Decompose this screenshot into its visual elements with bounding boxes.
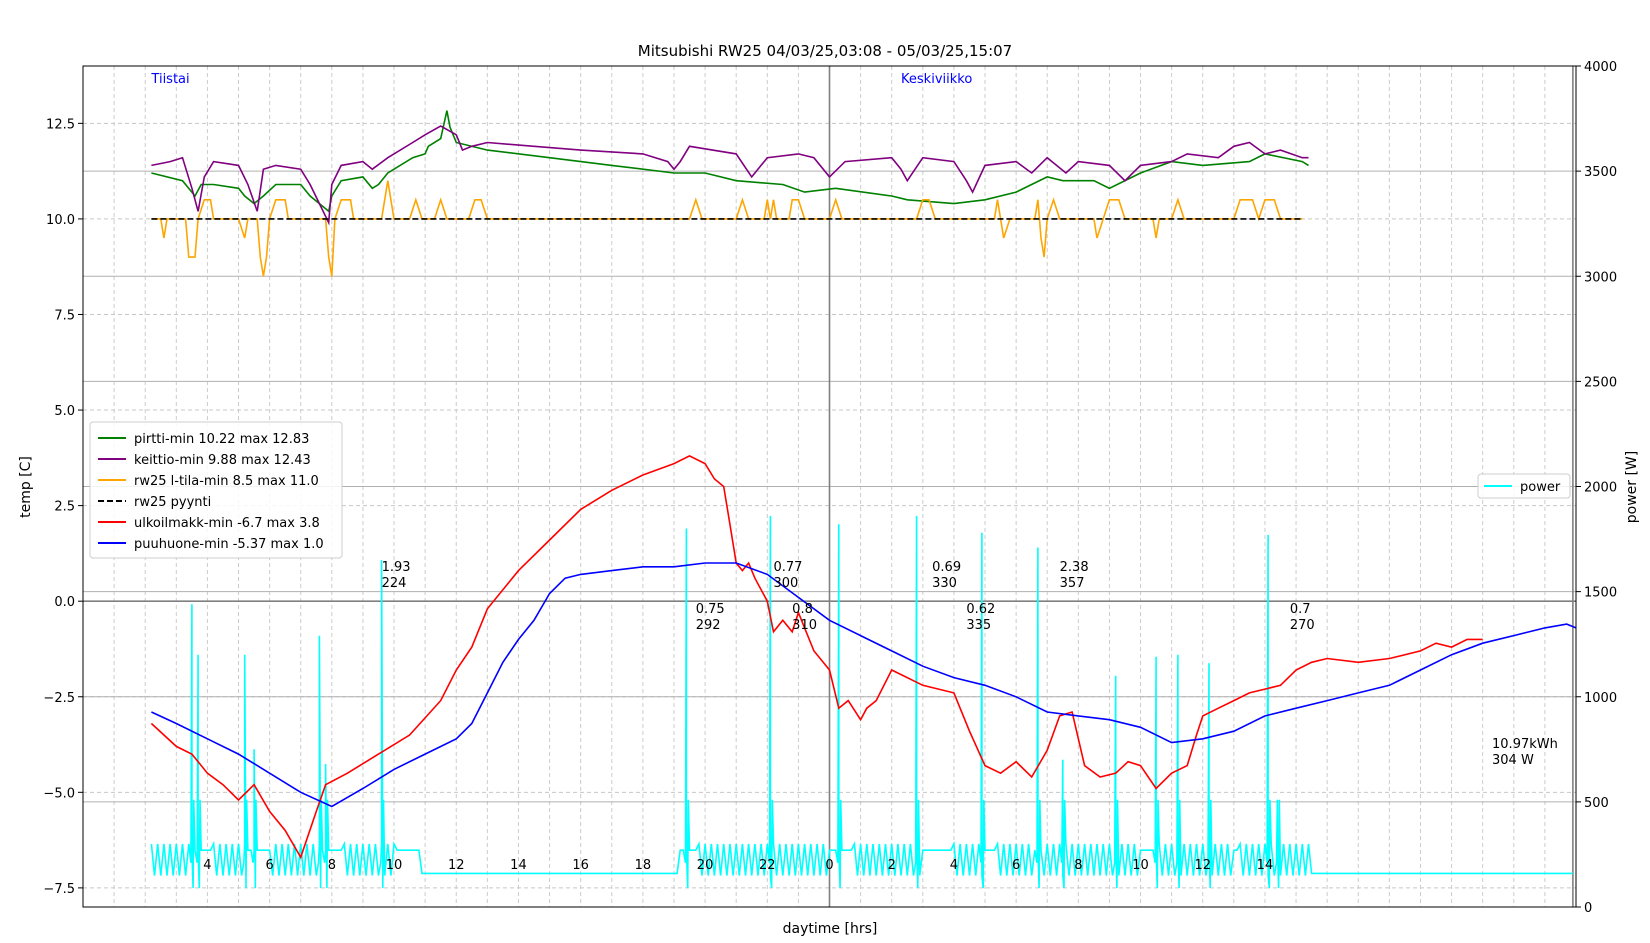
hour-tick-label: 10 [386,858,403,873]
y-tick-label-left: 7.5 [54,308,75,323]
y-tick-label-left: −2.5 [43,691,75,706]
legend-label: ulkoilmakk-min -6.7 max 3.8 [134,516,320,531]
hour-tick-label: 4 [203,858,211,873]
chart-title: Mitsubishi RW25 04/03/25,03:08 - 05/03/2… [638,42,1012,60]
peak-power-label: 224 [382,576,407,591]
legend-label: rw25 l-tila-min 8.5 max 11.0 [134,474,319,489]
y-tick-label-right: 1500 [1584,586,1617,601]
peak-energy-label: 0.77 [774,560,803,575]
hour-tick-label: 22 [759,858,776,873]
y-tick-label-right: 3000 [1584,270,1617,285]
peak-power-label: 310 [792,618,817,633]
legend-box-power [1477,473,1571,499]
hour-tick-label: 2 [888,858,896,873]
hour-tick-label: 12 [1194,858,1211,873]
peak-energy-label: 1.93 [382,560,411,575]
y-tick-label-left: 5.0 [54,404,75,419]
x-axis-label: daytime [hrs] [783,921,878,937]
hour-tick-label: 14 [510,858,527,873]
y-tick-label-right: 3500 [1584,165,1617,180]
day-label: Keskiviikko [901,72,972,87]
series-line-temp [151,180,1303,277]
hour-tick-label: 8 [1074,858,1082,873]
peak-power-label: 292 [696,618,721,633]
hour-tick-label: 16 [572,858,589,873]
hour-tick-label: 18 [635,858,652,873]
legend-label: puuhuone-min -5.37 max 1.0 [134,537,324,552]
peak-energy-label: 0.75 [696,602,725,617]
peak-energy-label: 0.69 [932,560,961,575]
legend-label: keittio-min 9.88 max 12.43 [134,453,311,468]
summary-energy-label: 10.97kWh [1492,737,1558,752]
day-label: Tiistai [150,72,189,87]
hour-tick-label: 0 [825,858,833,873]
hour-tick-label: 6 [1012,858,1020,873]
y-tick-label-right: 1000 [1584,691,1617,706]
series-line-temp [150,455,1483,860]
legend-label-power: power [1520,480,1561,495]
hour-tick-label: 8 [328,858,336,873]
y-tick-label-right: 500 [1584,796,1609,811]
y-tick-label-right: 2000 [1584,481,1617,496]
peak-energy-label: 0.8 [792,602,813,617]
legend-label: rw25 pyynti [134,495,211,510]
series-line-temp [151,110,1309,213]
peak-power-label: 357 [1060,576,1085,591]
series-line-temp [151,562,1576,808]
legend-label: pirtti-min 10.22 max 12.83 [134,432,309,447]
y-tick-label-left: 12.5 [46,117,75,132]
y-tick-label-right: 0 [1584,901,1592,916]
series-line-temp [151,125,1309,226]
series-group [150,110,1576,889]
peak-power-label: 270 [1290,618,1315,633]
peak-power-label: 300 [774,576,799,591]
plot-area: Tiistai Keskiviikko 4 6 8 10 12 14 16 18 20 22 0 2 4 6 8… [43,60,1617,916]
hour-tick-label: 20 [697,858,714,873]
peak-energy-label: 0.62 [966,602,995,617]
summary-power-label: 304 W [1492,753,1534,768]
peak-power-label: 330 [932,576,957,591]
peak-energy-label: 0.7 [1290,602,1311,617]
hour-tick-label: 12 [448,858,465,873]
series-line-power [150,515,1573,889]
legend-box [89,421,343,559]
y-tick-label-left: −5.0 [43,786,75,801]
peak-energy-label: 2.38 [1060,560,1089,575]
y-axis-label-right: power [W] [1624,451,1640,524]
y-tick-label-left: 2.5 [54,500,75,515]
hour-tick-label: 10 [1132,858,1149,873]
hour-tick-label: 4 [950,858,958,873]
hour-tick-label: 6 [265,858,273,873]
y-tick-label-left: −7.5 [43,882,75,897]
y-tick-label-right: 2500 [1584,375,1617,390]
peak-power-label: 335 [966,618,991,633]
y-tick-label-left: 10.0 [46,213,75,228]
hour-tick-label: 14 [1257,858,1274,873]
y-tick-label-right: 4000 [1584,60,1617,75]
y-axis-label-left: temp [C] [18,456,34,518]
y-tick-label-left: 0.0 [54,595,75,610]
